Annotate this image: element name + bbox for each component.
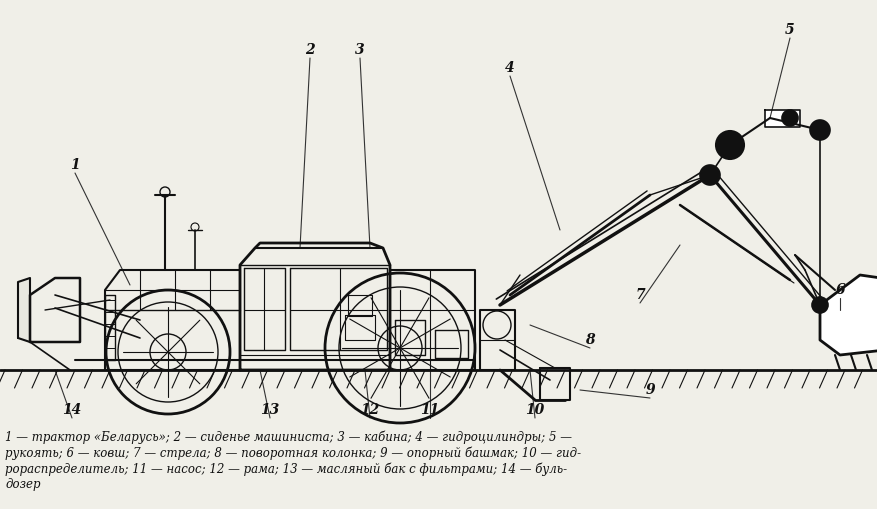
Circle shape <box>716 131 744 159</box>
Text: 1 — трактор «Беларусь»; 2 — сиденье машиниста; 3 — кабина; 4 — гидроцилиндры; 5 : 1 — трактор «Беларусь»; 2 — сиденье маши… <box>5 430 572 443</box>
Text: 14: 14 <box>62 403 82 417</box>
Text: 9: 9 <box>645 383 655 397</box>
Text: 7: 7 <box>635 288 645 302</box>
Circle shape <box>810 120 830 140</box>
Text: 1: 1 <box>70 158 80 172</box>
Text: 13: 13 <box>260 403 280 417</box>
Text: 12: 12 <box>360 403 380 417</box>
Polygon shape <box>540 368 570 400</box>
Circle shape <box>812 297 828 313</box>
Text: дозер: дозер <box>5 478 40 491</box>
Polygon shape <box>18 278 30 342</box>
Text: 2: 2 <box>305 43 315 57</box>
Polygon shape <box>348 295 372 316</box>
Text: 10: 10 <box>525 403 545 417</box>
Polygon shape <box>395 320 425 355</box>
Text: 5: 5 <box>785 23 795 37</box>
Polygon shape <box>820 275 877 355</box>
Circle shape <box>700 165 720 185</box>
Text: рораспределитель; 11 — насос; 12 — рама; 13 — масляный бак с фильтрами; 14 — бул: рораспределитель; 11 — насос; 12 — рама;… <box>5 462 567 475</box>
Text: 11: 11 <box>420 403 439 417</box>
Text: 4: 4 <box>505 61 515 75</box>
Text: рукоять; 6 — ковш; 7 — стрела; 8 — поворотная колонка; 9 — опорный башмак; 10 — : рукоять; 6 — ковш; 7 — стрела; 8 — повор… <box>5 446 581 460</box>
Polygon shape <box>765 110 800 127</box>
Polygon shape <box>345 315 375 340</box>
Circle shape <box>782 110 798 126</box>
Polygon shape <box>435 330 468 358</box>
Text: 3: 3 <box>355 43 365 57</box>
Text: 6: 6 <box>835 283 845 297</box>
Text: 8: 8 <box>585 333 595 347</box>
